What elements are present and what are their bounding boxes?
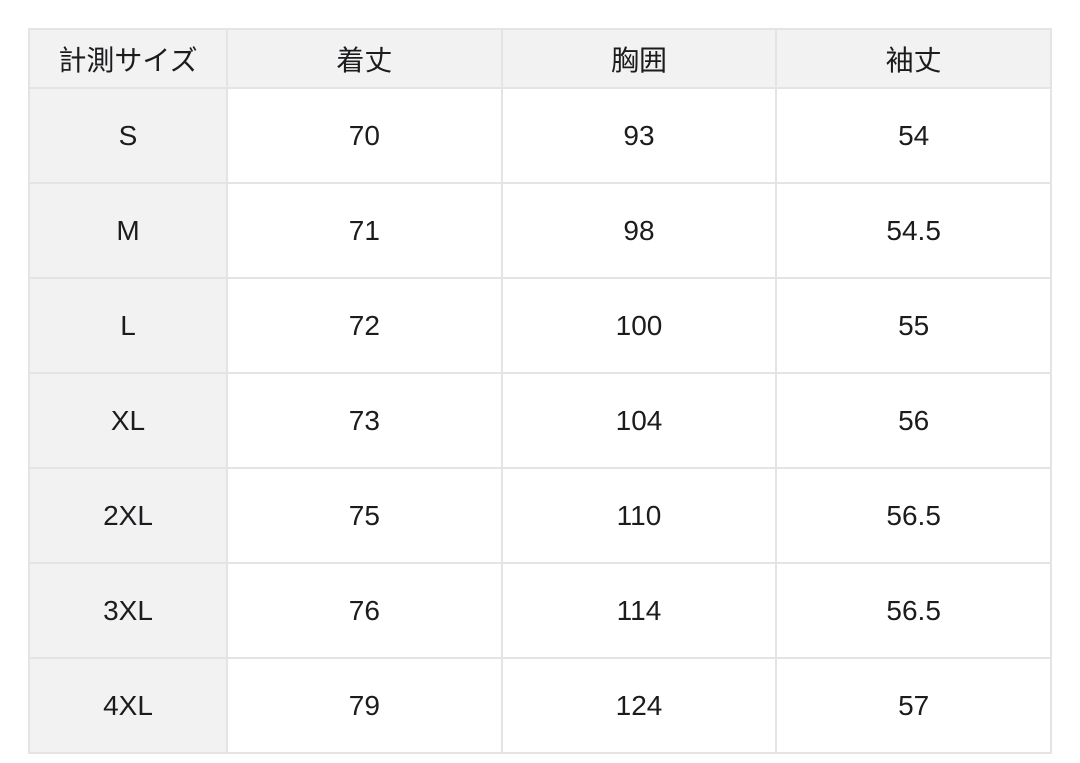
cell-body-length: 79 [226, 657, 503, 754]
cell-chest: 104 [500, 372, 778, 469]
cell-chest: 124 [500, 657, 778, 754]
cell-body-length: 75 [226, 467, 503, 564]
table-row-xl: XL 73 104 56 [28, 372, 1052, 469]
row-header-size: M [28, 182, 228, 279]
cell-body-length: 70 [226, 87, 503, 184]
cell-chest: 100 [500, 277, 778, 374]
cell-sleeve-length: 54.5 [775, 182, 1052, 279]
table-row-s: S 70 93 54 [28, 87, 1052, 184]
cell-sleeve-length: 56 [775, 372, 1052, 469]
column-header-chest: 胸囲 [500, 28, 778, 89]
row-header-size: XL [28, 372, 228, 469]
cell-body-length: 73 [226, 372, 503, 469]
row-header-size: 4XL [28, 657, 228, 754]
cell-chest: 110 [500, 467, 778, 564]
column-header-measure-size: 計測サイズ [28, 28, 228, 89]
row-header-size: 2XL [28, 467, 228, 564]
cell-sleeve-length: 56.5 [775, 562, 1052, 659]
column-header-sleeve-length: 袖丈 [775, 28, 1052, 89]
cell-sleeve-length: 57 [775, 657, 1052, 754]
cell-body-length: 72 [226, 277, 503, 374]
size-chart-table: 計測サイズ 着丈 胸囲 袖丈 S 70 93 54 M 71 98 54.5 L… [28, 28, 1052, 754]
cell-sleeve-length: 54 [775, 87, 1052, 184]
cell-chest: 114 [500, 562, 778, 659]
column-header-body-length: 着丈 [226, 28, 503, 89]
table-row-m: M 71 98 54.5 [28, 182, 1052, 279]
row-header-size: S [28, 87, 228, 184]
cell-chest: 98 [500, 182, 778, 279]
cell-sleeve-length: 56.5 [775, 467, 1052, 564]
cell-chest: 93 [500, 87, 778, 184]
row-header-size: L [28, 277, 228, 374]
row-header-size: 3XL [28, 562, 228, 659]
cell-body-length: 71 [226, 182, 503, 279]
table-row-l: L 72 100 55 [28, 277, 1052, 374]
table-row-4xl: 4XL 79 124 57 [28, 657, 1052, 754]
cell-sleeve-length: 55 [775, 277, 1052, 374]
cell-body-length: 76 [226, 562, 503, 659]
header-row: 計測サイズ 着丈 胸囲 袖丈 [28, 28, 1052, 89]
table-row-3xl: 3XL 76 114 56.5 [28, 562, 1052, 659]
table-row-2xl: 2XL 75 110 56.5 [28, 467, 1052, 564]
